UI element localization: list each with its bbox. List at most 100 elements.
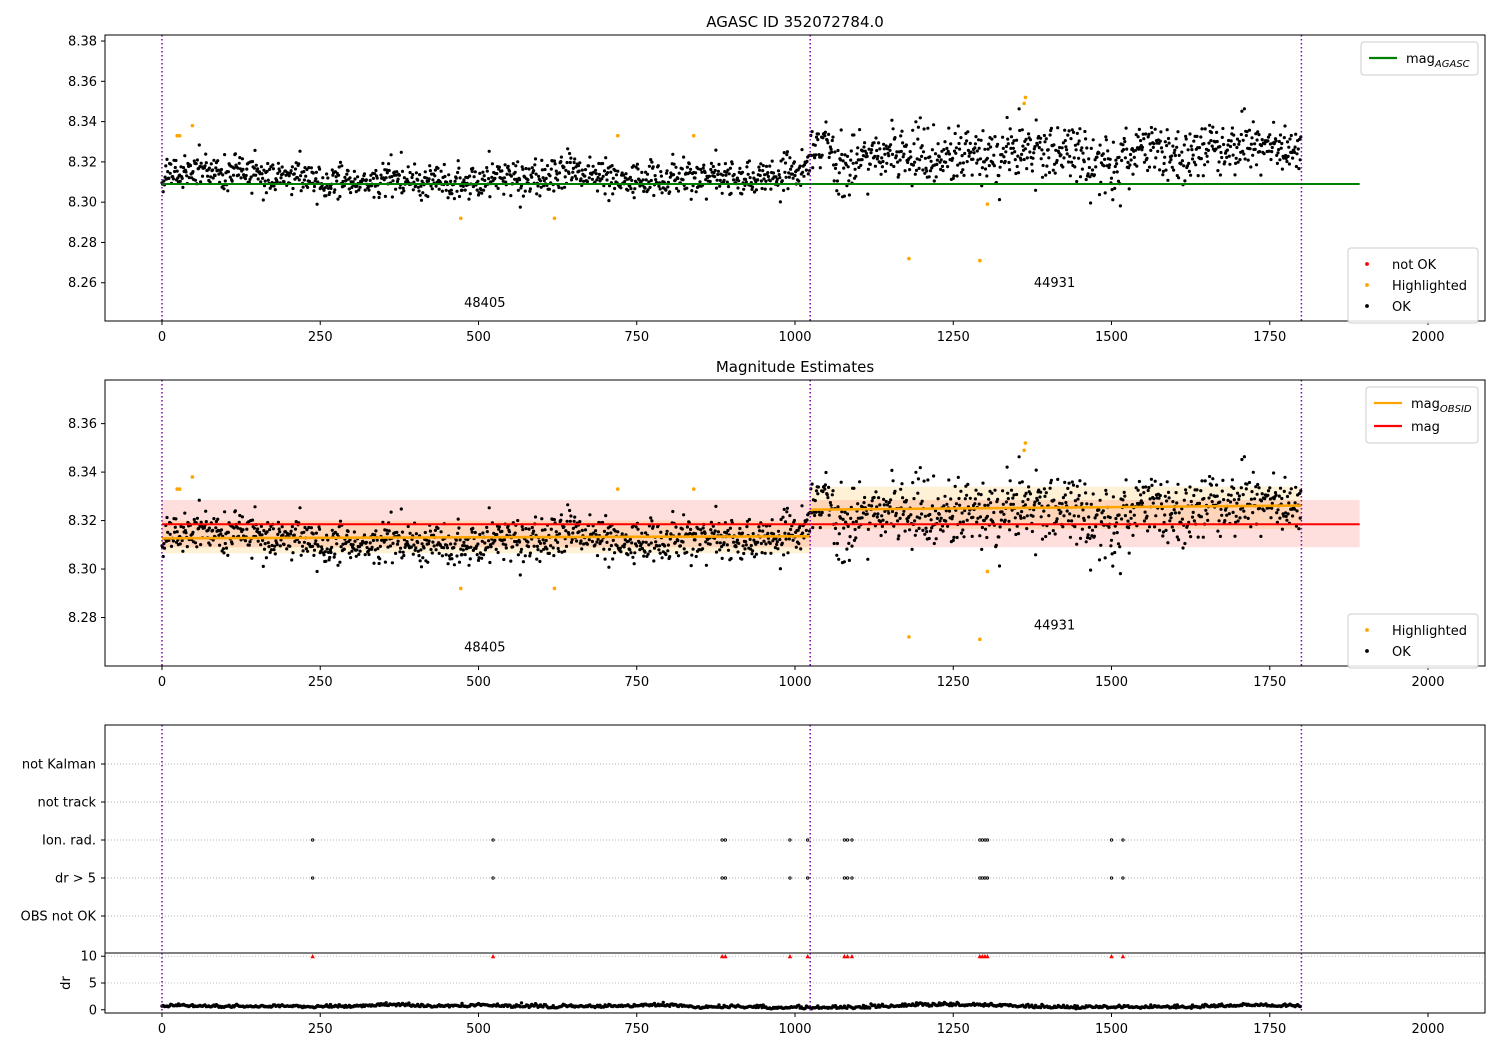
ok-point <box>1201 174 1205 178</box>
ok-point <box>1097 151 1101 155</box>
ok-point <box>1282 136 1286 140</box>
ok-point <box>785 506 790 510</box>
ok-point <box>1278 516 1282 520</box>
ok-point <box>1149 125 1153 130</box>
ok-point <box>970 534 974 539</box>
ok-point <box>726 528 730 533</box>
ok-point <box>852 538 857 543</box>
ok-point <box>1277 494 1281 498</box>
ok-point <box>635 162 640 166</box>
ok-point <box>1282 489 1286 493</box>
legend-lines <box>1365 386 1479 444</box>
ok-point <box>630 541 634 545</box>
ok-point <box>677 532 681 536</box>
ok-point <box>619 186 623 190</box>
ok-point <box>245 167 249 171</box>
ok-point <box>548 174 552 178</box>
legend-label-main: mag <box>1411 420 1440 435</box>
ok-point <box>779 517 783 522</box>
ok-point <box>530 525 534 530</box>
ok-point <box>485 169 489 173</box>
ok-point <box>1196 535 1200 539</box>
ok-point <box>481 170 485 174</box>
ok-point <box>971 157 975 161</box>
ok-point <box>395 530 399 535</box>
ok-point <box>982 519 986 523</box>
ok-point <box>1242 152 1246 156</box>
ok-point <box>1077 139 1081 143</box>
ok-point <box>1214 147 1218 151</box>
ok-point <box>521 167 525 171</box>
ok-point <box>1139 139 1143 143</box>
ok-point <box>1152 497 1156 501</box>
ok-point <box>490 162 494 166</box>
ok-point <box>1032 151 1036 155</box>
ok-point <box>843 510 847 514</box>
ok-point <box>847 193 852 197</box>
ok-point <box>1134 133 1138 137</box>
ok-point <box>361 540 365 544</box>
ok-point <box>1287 145 1291 149</box>
ok-point <box>1187 169 1191 173</box>
ok-point <box>813 499 817 503</box>
ok-point <box>848 535 852 539</box>
ok-point <box>1108 163 1112 167</box>
ok-point <box>604 156 608 160</box>
ok-point <box>1080 146 1084 150</box>
ok-point <box>1085 502 1089 506</box>
ok-point <box>900 129 904 133</box>
ok-point <box>1055 517 1059 521</box>
ok-point <box>1062 514 1066 518</box>
ok-point <box>431 540 435 544</box>
ok-point <box>835 189 839 193</box>
ok-point <box>396 539 400 543</box>
ok-point <box>585 542 590 546</box>
dr-point <box>1026 1002 1030 1007</box>
ok-point <box>875 515 879 519</box>
dr-point <box>660 1003 664 1007</box>
ok-point <box>640 531 644 535</box>
ok-point <box>1043 140 1047 144</box>
ok-point <box>378 544 382 549</box>
ok-point <box>493 176 497 180</box>
ok-point <box>1041 163 1045 168</box>
ok-point <box>458 176 462 180</box>
ok-point <box>442 546 446 550</box>
ok-point <box>713 175 717 179</box>
ok-point <box>568 508 572 513</box>
ok-point <box>677 171 681 175</box>
ok-point <box>884 499 888 504</box>
ok-point <box>839 128 843 132</box>
ok-point <box>1234 520 1238 525</box>
ok-point <box>1228 144 1233 149</box>
dr-clipped-marker <box>720 954 725 959</box>
ok-point <box>1201 535 1205 539</box>
ok-point <box>293 167 298 171</box>
ok-point <box>594 533 598 537</box>
ok-point <box>729 556 733 561</box>
ok-point <box>828 501 833 505</box>
ok-point <box>483 178 487 183</box>
ok-point <box>385 532 389 536</box>
ok-point <box>694 532 698 536</box>
ok-point <box>540 158 544 162</box>
ok-point <box>363 188 367 192</box>
ok-point <box>378 557 382 561</box>
ok-point <box>321 176 325 180</box>
ok-point <box>887 154 891 158</box>
ok-point <box>675 551 679 555</box>
x-tick-label: 750 <box>624 1022 649 1037</box>
ok-point <box>271 163 275 167</box>
ok-point <box>1161 534 1165 538</box>
ok-point <box>430 551 434 555</box>
ok-point <box>742 187 746 191</box>
ok-point <box>175 169 179 173</box>
ok-point <box>574 525 578 529</box>
ok-point <box>346 169 350 173</box>
ok-point <box>717 162 721 166</box>
ok-point <box>342 547 346 551</box>
ok-point <box>861 511 866 515</box>
highlighted-point <box>978 258 982 263</box>
ok-point <box>1110 552 1114 556</box>
ok-point <box>1106 149 1110 153</box>
